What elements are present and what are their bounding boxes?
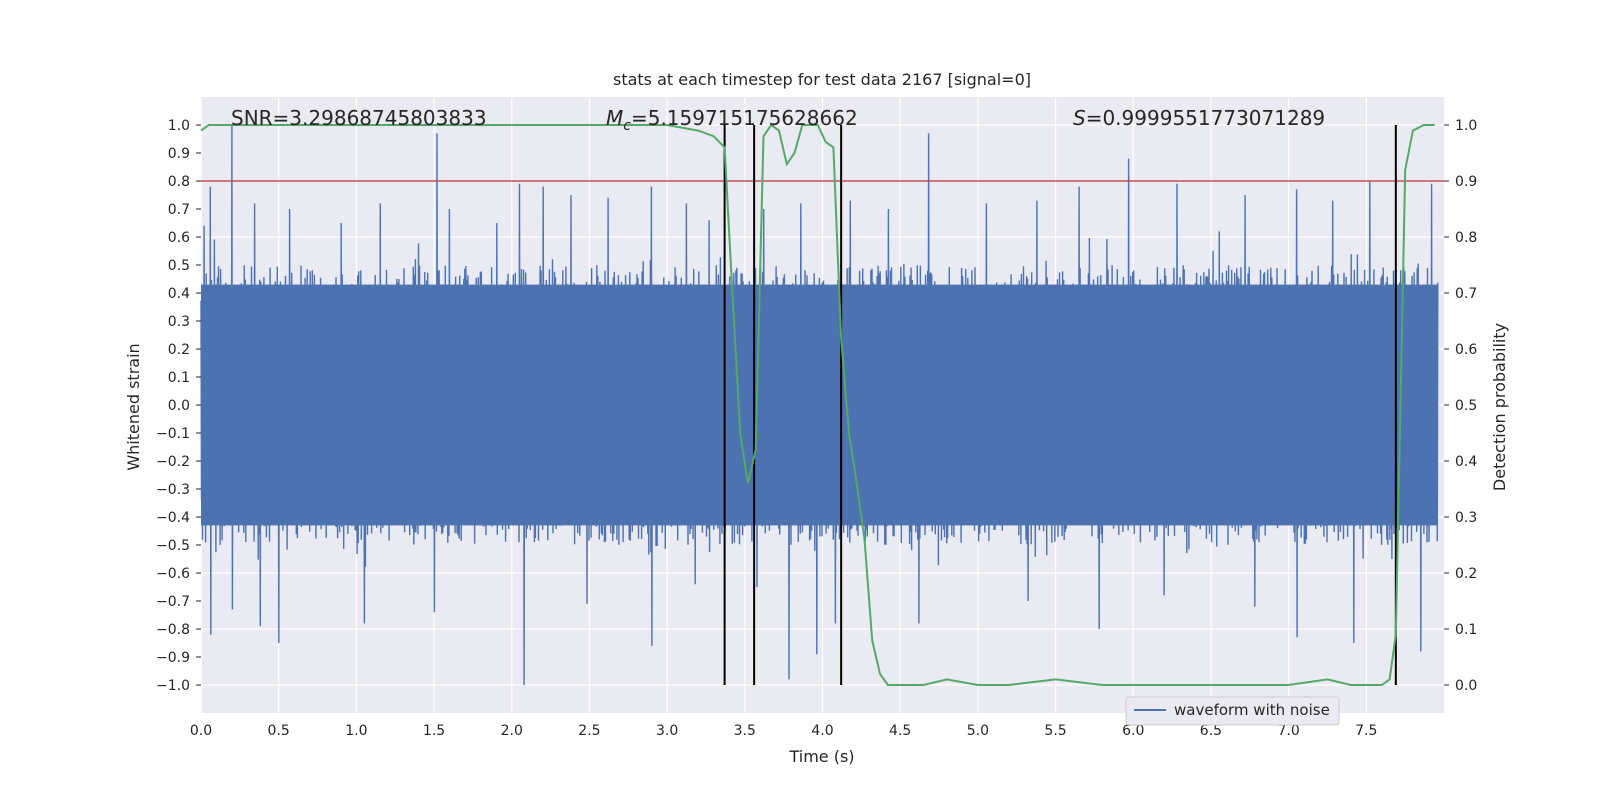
y-tick-label: −0.5 (156, 538, 190, 554)
y2-tick-label: 0.5 (1455, 398, 1477, 414)
y-tick-label: −0.9 (156, 650, 190, 666)
x-tick-label: 1.5 (423, 723, 445, 739)
y-tick-label: −0.7 (156, 594, 190, 610)
y-tick-label: 0.7 (168, 202, 190, 218)
y-tick-label: −1.0 (156, 678, 190, 694)
waveform-series (200, 124, 1439, 686)
y2-tick-label: 0.6 (1455, 342, 1477, 358)
x-tick-label: 0.0 (190, 723, 212, 739)
chirp-mass-annotation: Mc=5.159715175628662 (606, 106, 858, 134)
y-tick-label: 1.0 (168, 118, 190, 134)
x-tick-label: 5.0 (967, 723, 989, 739)
y2-tick-label: 0.4 (1455, 454, 1477, 470)
snr-annotation: SNR=3.29868745803833 (231, 106, 487, 130)
y2-tick-label: 1.0 (1455, 118, 1477, 134)
y-tick-label: −0.8 (156, 622, 190, 638)
y-tick-label: 0.2 (168, 342, 190, 358)
x-tick-label: 6.5 (1200, 723, 1222, 739)
y-tick-label: 0.6 (168, 230, 190, 246)
legend-box (1125, 696, 1340, 726)
y2-tick-label: 0.9 (1455, 174, 1477, 190)
y2-tick-label: 0.8 (1455, 230, 1477, 246)
y2-tick-label: 0.2 (1455, 566, 1477, 582)
axes: 0.0 0.5 1.0 1.5 2.0 2.5 3.0 3.5 4.0 4.5 5.0 5.5 6.0 6… (156, 118, 1477, 739)
y2-axis-label: Detection probability (1490, 323, 1509, 491)
overlay-lines (200, 123, 1444, 686)
y2-tick-label: 0.7 (1455, 286, 1477, 302)
y-tick-label: −0.2 (156, 454, 190, 470)
chirp-mass-value: =5.159715175628662 (631, 106, 858, 130)
y2-tick-label: 0.0 (1455, 678, 1477, 694)
x-tick-label: 3.5 (734, 723, 756, 739)
detection-probability-line (200, 123, 1435, 686)
x-tick-label: 5.5 (1044, 723, 1066, 739)
x-tick-label: 2.0 (501, 723, 523, 739)
x-tick-label: 4.5 (889, 723, 911, 739)
x-tick-label: 6.0 (1122, 723, 1144, 739)
y-tick-label: 0.0 (168, 398, 190, 414)
y2-tick-label: 0.3 (1455, 510, 1477, 526)
x-tick-label: 0.5 (268, 723, 290, 739)
y-axis-label: Whitened strain (124, 343, 143, 470)
y-tick-label: 0.5 (168, 258, 190, 274)
detection-statistic-symbol: S (1073, 106, 1086, 130)
x-axis-label: Time (s) (788, 747, 854, 766)
x-tick-label: 4.0 (811, 723, 833, 739)
y-tick-label: −0.1 (156, 426, 190, 442)
y-tick-label: −0.3 (156, 482, 190, 498)
y-tick-label: 0.4 (168, 286, 190, 302)
detection-statistic-value: =0.9999551773071289 (1086, 106, 1325, 130)
y-tick-label: 0.3 (168, 314, 190, 330)
legend-label: waveform with noise (1174, 701, 1330, 719)
chirp-mass-symbol: M (606, 106, 623, 130)
y-tick-label: 0.1 (168, 370, 190, 386)
detection-statistic-annotation: S=0.9999551773071289 (1073, 106, 1325, 130)
y-tick-label: 0.8 (168, 174, 190, 190)
chirp-mass-subscript: c (623, 118, 631, 134)
x-tick-label: 1.0 (345, 723, 367, 739)
waveform-core (201, 284, 1438, 526)
y-tick-label: 0.9 (168, 146, 190, 162)
y-tick-label: −0.4 (156, 510, 190, 526)
x-tick-label: 3.0 (656, 723, 678, 739)
legend: waveform with noise (1125, 696, 1340, 726)
y2-tick-label: 0.1 (1455, 622, 1477, 638)
y-tick-label: −0.6 (156, 566, 190, 582)
x-tick-label: 2.5 (578, 723, 600, 739)
chart-title: stats at each timestep for test data 216… (613, 70, 1031, 89)
x-tick-label: 7.0 (1277, 723, 1299, 739)
x-tick-label: 7.5 (1355, 723, 1377, 739)
